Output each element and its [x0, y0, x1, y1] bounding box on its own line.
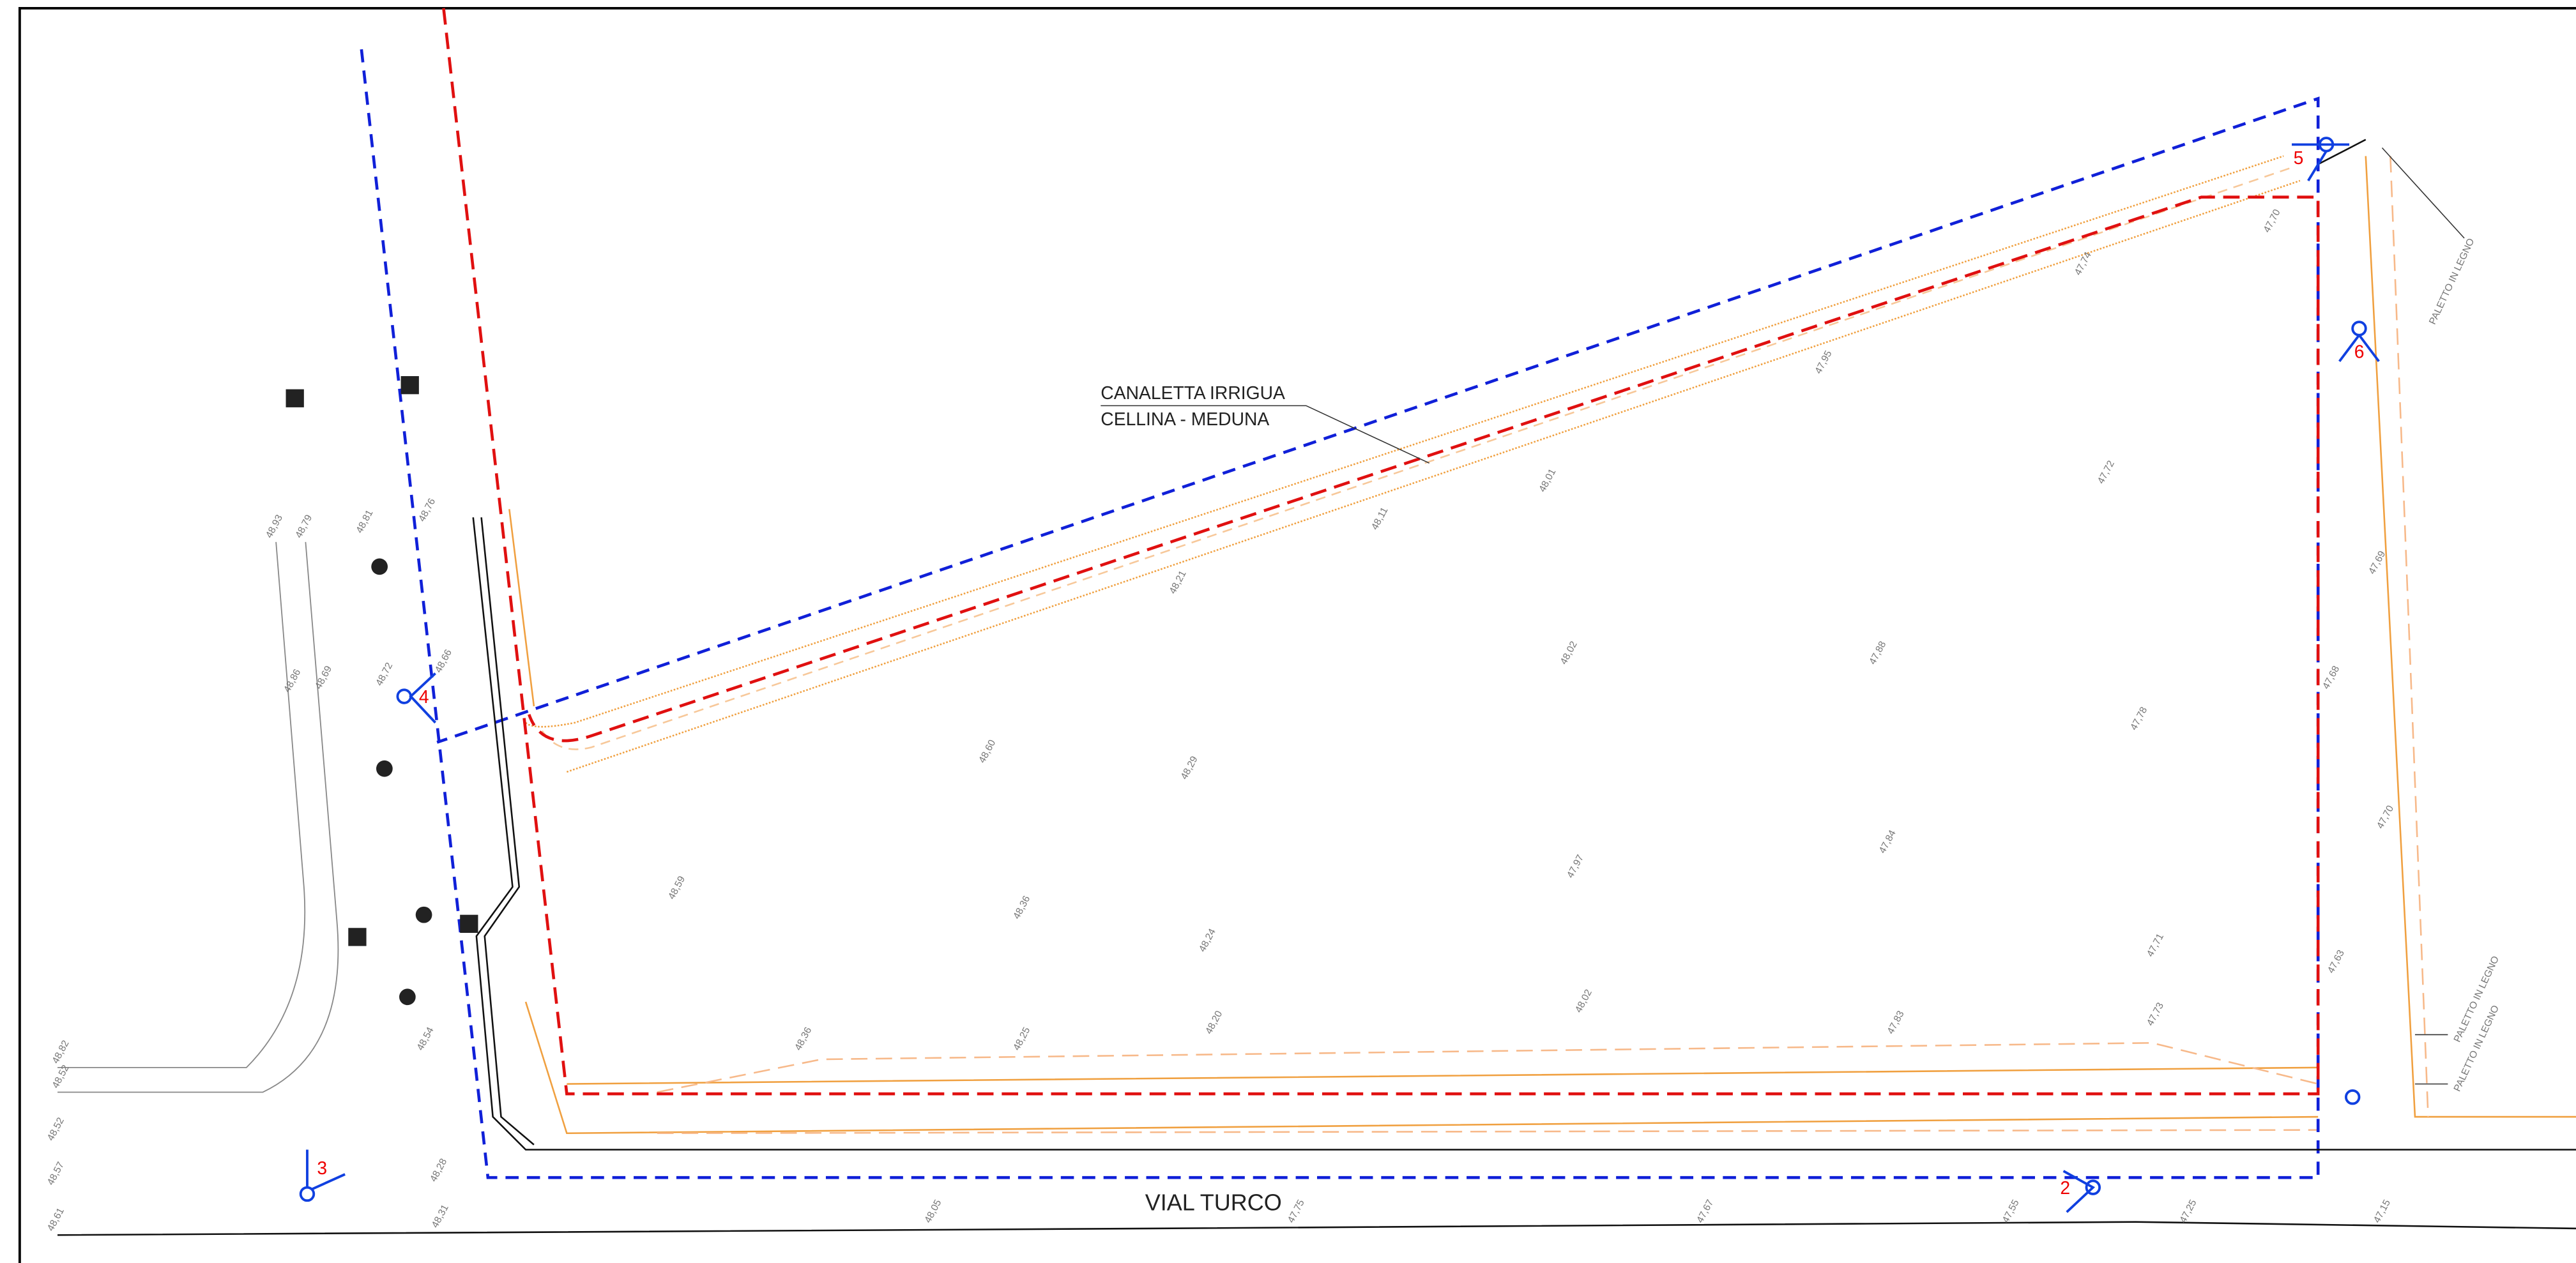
elevation-label: 47,71: [2145, 932, 2166, 958]
elevation-label: 48,05: [922, 1198, 943, 1225]
elevation-label: 47,97: [1565, 853, 1586, 880]
elevation-label: 48,02: [1573, 988, 1594, 1015]
station-number: 2: [2060, 1177, 2070, 1198]
elevation-label: 47,83: [1886, 1009, 1907, 1036]
elevation-label: 48,36: [793, 1025, 814, 1052]
elevation-label: 47,84: [1877, 828, 1898, 855]
elevation-label: 47,73: [2145, 1001, 2166, 1027]
elevation-label: 48,76: [416, 497, 438, 524]
elevation-label: 47,15: [2372, 1198, 2393, 1225]
elevation-label: 48,25: [1011, 1025, 1032, 1052]
leader-lines: [1101, 147, 2465, 1085]
elevation-label: 48,66: [433, 647, 454, 674]
elevation-label: 48,31: [430, 1203, 451, 1230]
elevation-label: 47,72: [2096, 459, 2117, 486]
elevation-label: 48,20: [1203, 1009, 1224, 1036]
elevation-label: 48,36: [1011, 894, 1032, 921]
side-road: [57, 541, 339, 1093]
elevation-label: 48,57: [45, 1160, 66, 1187]
elevation-label: 48,01: [1537, 467, 1558, 494]
elevation-label: 48,02: [1559, 640, 1580, 667]
elevation-label: 47,75: [1286, 1198, 1307, 1225]
elevation-label: 48,52: [45, 1116, 66, 1142]
elevation-label: 47,88: [1867, 640, 1888, 667]
boundary-blue: [360, 49, 2320, 1179]
elevation-label: 48,82: [50, 1039, 72, 1066]
elevation-layer: 48,72 48,66 48,60 48,29 48,02 47,88 47,78 47,72…: [45, 208, 2396, 1233]
elevation-label: 48,21: [1168, 569, 1189, 596]
canal-label: CANALETTA IRRIGUA: [1101, 382, 1285, 403]
station-number: 4: [419, 686, 429, 707]
frame: [18, 6, 2576, 1263]
elevation-label: 48,52: [50, 1063, 72, 1090]
elevation-label: 48,28: [428, 1157, 449, 1184]
post-label: PALETTO IN LEGNO: [2452, 955, 2501, 1044]
elevation-label: 48,24: [1197, 926, 1218, 953]
station-number: 6: [2354, 342, 2365, 362]
elevation-label: 48,61: [45, 1206, 66, 1233]
elevation-label: 48,29: [1179, 755, 1200, 782]
elevation-label: 47,70: [2262, 208, 2283, 234]
elevation-label: 48,59: [666, 874, 687, 901]
elevation-label: 47,95: [1813, 349, 1834, 375]
post-label: PALETTO IN LEGNO: [2452, 1004, 2501, 1093]
elevation-label: 47,68: [2321, 664, 2342, 691]
elevation-label: 47,25: [2177, 1198, 2199, 1225]
elevation-label: 47,69: [2366, 549, 2388, 576]
station-number: 5: [2294, 147, 2304, 168]
elevation-label: 48,79: [293, 513, 314, 540]
elevation-label: 47,63: [2326, 948, 2347, 975]
elevation-label: 47,70: [2375, 804, 2396, 831]
elevation-label: 48,54: [415, 1025, 436, 1052]
elevation-label: 48,86: [282, 667, 303, 694]
elevation-label: 47,67: [1695, 1198, 1716, 1225]
trees: [286, 376, 478, 1006]
elevation-label: 48,60: [977, 738, 998, 765]
elevation-label: 48,81: [354, 508, 375, 535]
canal: [508, 155, 2576, 1135]
station-number: 3: [317, 1158, 327, 1178]
elevation-label: 47,74: [2073, 250, 2094, 277]
elevation-label: 48,93: [264, 513, 285, 540]
canal-label: CELLINA - MEDUNA: [1101, 409, 1269, 429]
boundary-red: [442, 8, 2320, 1096]
post-label: PALETTO IN LEGNO: [2427, 237, 2476, 326]
road: [57, 139, 2576, 1236]
elevation-label: 47,55: [2001, 1198, 2022, 1225]
station-markers: [299, 137, 2380, 1213]
elevation-label: 48,11: [1369, 506, 1391, 532]
road-label: VIAL TURCO: [1145, 1190, 1282, 1216]
elevation-label: 47,78: [2128, 705, 2149, 732]
elevation-label: 48,72: [374, 661, 395, 688]
